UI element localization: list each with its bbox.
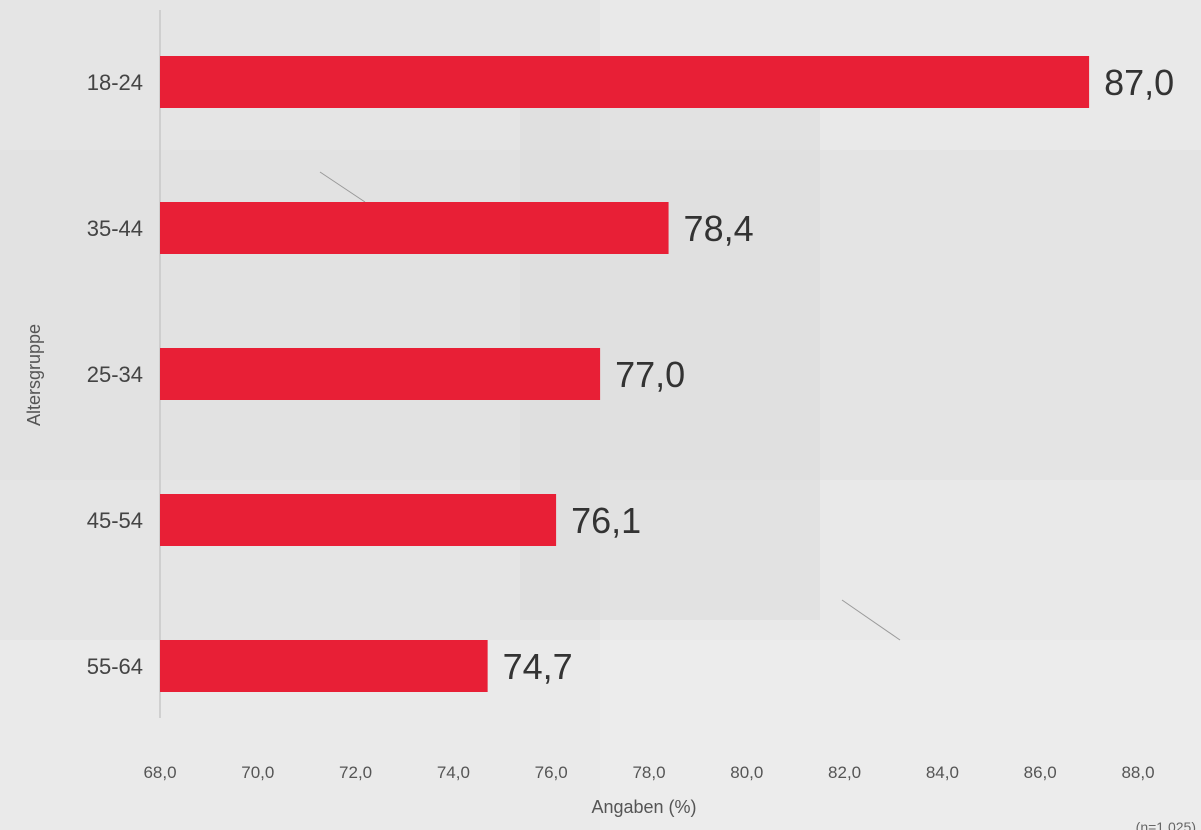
data-label-45-54: 76,1 xyxy=(571,500,641,541)
category-label-35-44: 35-44 xyxy=(87,216,143,241)
x-tick-label: 74,0 xyxy=(437,763,470,782)
category-label-45-54: 45-54 xyxy=(87,508,143,533)
category-labels: 18-24 35-44 25-34 45-54 55-64 xyxy=(87,70,143,679)
data-labels: 87,0 78,4 77,0 76,1 74,7 xyxy=(503,62,1175,687)
data-label-55-64: 74,7 xyxy=(503,646,573,687)
bar-45-54 xyxy=(160,494,557,546)
x-tick-label: 68,0 xyxy=(143,763,176,782)
x-tick-label: 76,0 xyxy=(535,763,568,782)
data-label-18-24: 87,0 xyxy=(1104,62,1174,103)
category-label-18-24: 18-24 xyxy=(87,70,143,95)
bar-18-24 xyxy=(160,56,1090,108)
bar-35-44 xyxy=(160,202,669,254)
x-tick-label: 88,0 xyxy=(1121,763,1154,782)
x-tick-label: 84,0 xyxy=(926,763,959,782)
category-label-25-34: 25-34 xyxy=(87,362,143,387)
x-tick-label: 70,0 xyxy=(241,763,274,782)
x-tick-label: 82,0 xyxy=(828,763,861,782)
bar-25-34 xyxy=(160,348,601,400)
x-axis-title: Angaben (%) xyxy=(591,797,696,817)
data-label-25-34: 77,0 xyxy=(615,354,685,395)
bar-55-64 xyxy=(160,640,488,692)
x-tick-label: 80,0 xyxy=(730,763,763,782)
x-tick-label: 72,0 xyxy=(339,763,372,782)
x-tick-labels: 68,0 70,0 72,0 74,0 76,0 78,0 80,0 82,0 84,0 86,0… xyxy=(143,763,1154,782)
sample-size-note: (n=1.025) xyxy=(1136,819,1196,830)
y-axis-title: Altersgruppe xyxy=(24,324,44,426)
data-label-35-44: 78,4 xyxy=(684,208,754,249)
bars xyxy=(160,56,1090,692)
x-tick-label: 86,0 xyxy=(1024,763,1057,782)
x-tick-label: 78,0 xyxy=(632,763,665,782)
category-label-55-64: 55-64 xyxy=(87,654,143,679)
